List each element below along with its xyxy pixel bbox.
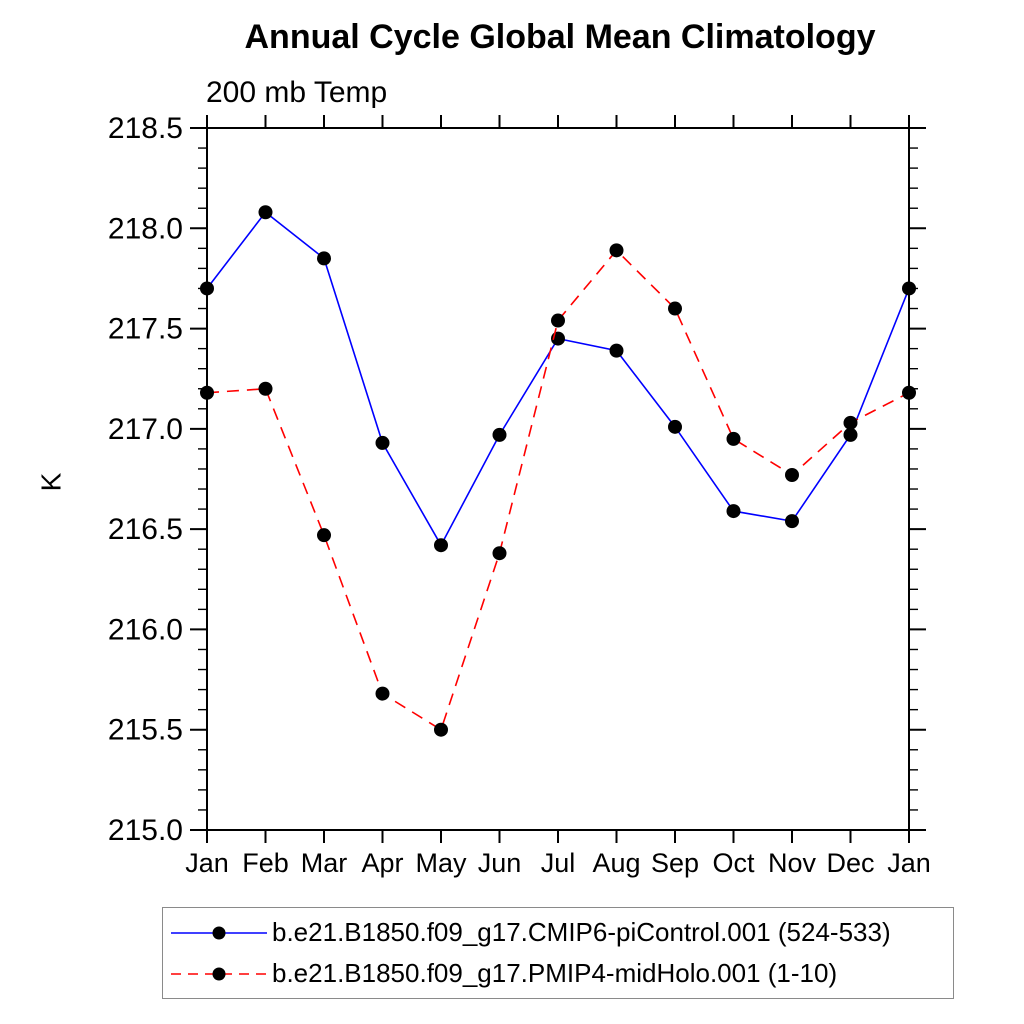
- data-point-marker: [726, 431, 741, 446]
- x-tick-label: Oct: [712, 848, 755, 878]
- x-tick-label: Feb: [242, 848, 289, 878]
- data-point-marker: [434, 538, 448, 553]
- data-point-marker: [492, 546, 507, 561]
- data-point-marker: [668, 301, 682, 316]
- data-point-marker: [726, 504, 741, 519]
- data-point-marker: [258, 205, 273, 220]
- x-tick-label: Nov: [768, 848, 817, 878]
- data-point-marker: [609, 243, 624, 258]
- chart-title: Annual Cycle Global Mean Climatology: [244, 18, 876, 56]
- x-tick-label: Apr: [361, 848, 403, 878]
- data-point-marker: [843, 427, 858, 442]
- legend-swatch-dashed-line: [171, 967, 267, 980]
- y-tick-label: 217.5: [108, 313, 183, 346]
- data-point-marker: [200, 385, 214, 400]
- legend-item-0: b.e21.B1850.f09_g17.CMIP6-piControl.001 …: [169, 914, 953, 952]
- data-point-marker: [785, 467, 799, 482]
- plot-frame: [206, 127, 910, 831]
- y-tick-label: 215.5: [108, 714, 183, 747]
- y-tick-label: 215.0: [108, 814, 183, 847]
- data-point-marker: [317, 528, 331, 543]
- data-point-marker: [375, 435, 390, 450]
- x-tick-label: May: [415, 848, 467, 878]
- data-point-marker: [258, 381, 273, 396]
- legend-label: b.e21.B1850.f09_g17.PMIP4-midHolo.001 (1…: [272, 958, 838, 988]
- x-tick-label: Jun: [478, 848, 522, 878]
- legend-box: b.e21.B1850.f09_g17.CMIP6-piControl.001 …: [162, 907, 954, 999]
- legend-swatch-solid-line: [171, 926, 267, 939]
- y-tick-label: 216.0: [108, 613, 183, 646]
- data-point-marker: [902, 281, 916, 296]
- data-point-marker: [843, 415, 858, 430]
- legend-label: b.e21.B1850.f09_g17.CMIP6-piControl.001 …: [272, 917, 891, 947]
- x-tick-label: Dec: [826, 848, 874, 878]
- data-point-marker: [317, 251, 331, 266]
- x-tick-label: Jan: [185, 848, 229, 878]
- chart-subtitle: 200 mb Temp: [206, 76, 388, 109]
- legend-marker-dot: [212, 967, 226, 980]
- y-tick-label: 218.0: [108, 212, 183, 245]
- x-tick-label: Jul: [541, 848, 576, 878]
- data-point-marker: [200, 281, 214, 296]
- data-point-marker: [609, 343, 624, 358]
- legend-item-1: b.e21.B1850.f09_g17.PMIP4-midHolo.001 (1…: [169, 955, 953, 993]
- data-point-marker: [492, 427, 507, 442]
- data-point-marker: [434, 722, 448, 737]
- y-tick-label: 216.5: [108, 513, 183, 546]
- y-tick-label: 218.5: [108, 112, 183, 145]
- series-line-0: [206, 211, 910, 547]
- x-tick-label: Jan: [887, 848, 931, 878]
- data-point-marker: [375, 686, 390, 701]
- x-tick-label: Aug: [592, 848, 640, 878]
- data-point-marker: [551, 313, 565, 328]
- y-tick-label: 217.0: [108, 413, 183, 446]
- data-point-marker: [668, 419, 682, 434]
- x-tick-label: Sep: [651, 848, 699, 878]
- legend-marker-dot: [212, 926, 226, 939]
- data-point-marker: [785, 514, 799, 529]
- x-tick-label: Mar: [301, 848, 348, 878]
- data-point-marker: [902, 385, 916, 400]
